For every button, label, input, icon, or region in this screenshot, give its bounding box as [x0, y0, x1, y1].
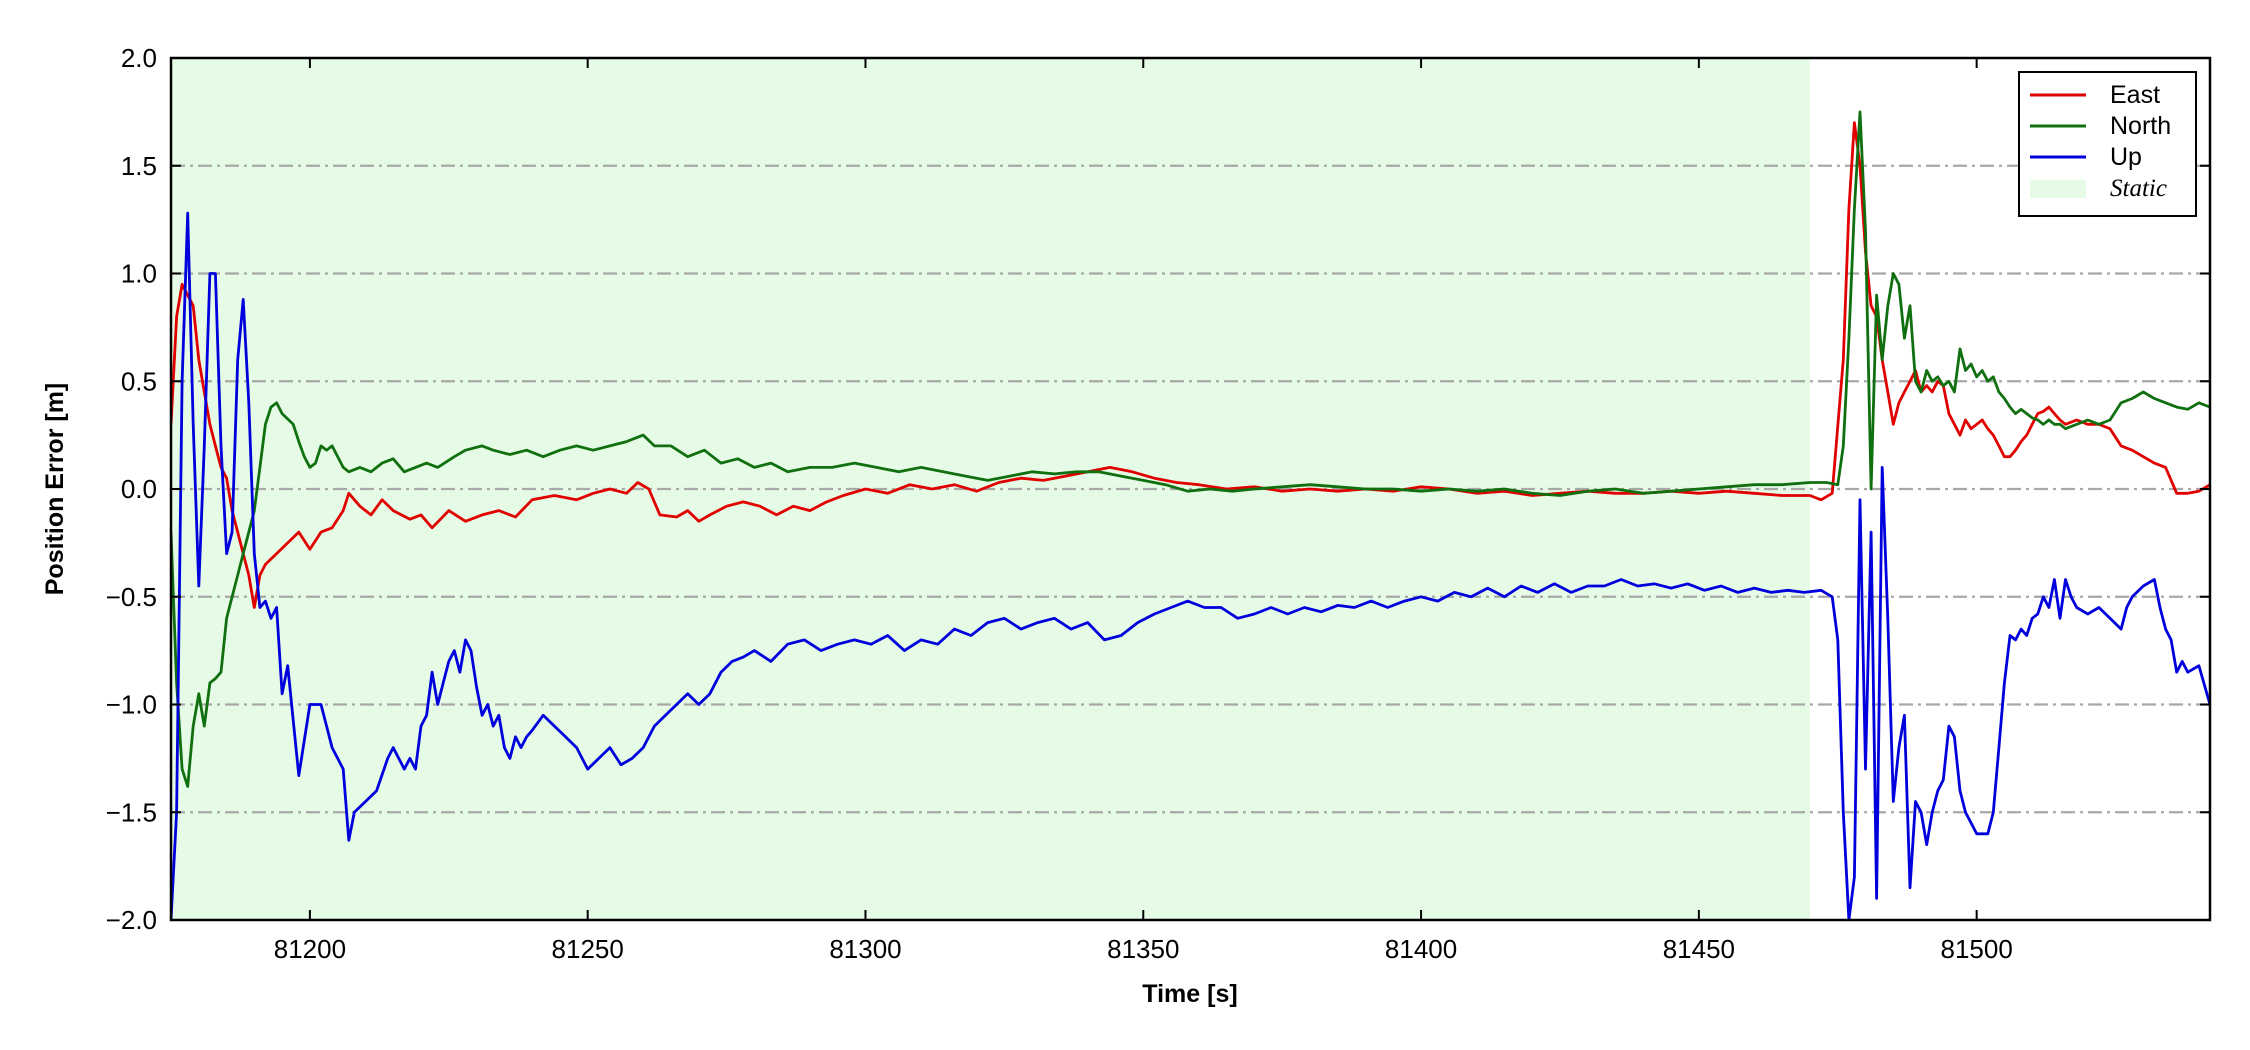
y-tick-label: −2.0 — [106, 905, 157, 935]
y-tick-label: 1.0 — [121, 259, 157, 289]
grid — [171, 164, 2210, 814]
tick-labels: 81200 81250 81300 81350 81400 81450 81500 −2.0 −… — [106, 43, 2013, 964]
series-line-north — [171, 110, 2210, 788]
y-tick-label: 1.5 — [121, 151, 157, 181]
legend: East North Up Static — [2018, 71, 2197, 217]
y-tick-label: 0.5 — [121, 366, 157, 396]
y-axis-label: Position Error [m] — [41, 383, 69, 596]
x-tick-label: 81200 — [274, 934, 346, 964]
legend-label-east: East — [2110, 81, 2160, 109]
legend-swatch-static — [2030, 180, 2086, 198]
x-tick-label: 81300 — [829, 934, 901, 964]
series-line-east — [171, 121, 2210, 609]
y-tick-label: −1.5 — [106, 797, 157, 827]
x-tick-label: 81250 — [552, 934, 624, 964]
y-tick-label: 2.0 — [121, 43, 157, 73]
x-tick-label: 81350 — [1107, 934, 1179, 964]
series-line-up — [171, 211, 2210, 920]
x-axis-label: Time [s] — [1142, 980, 1237, 1008]
legend-label-north: North — [2110, 112, 2171, 140]
series-group — [171, 110, 2210, 920]
legend-label-up: Up — [2110, 143, 2142, 171]
y-tick-label: 0.0 — [121, 474, 157, 504]
y-tick-label: −0.5 — [106, 582, 157, 612]
ticks — [171, 57, 2210, 921]
x-tick-label: 81450 — [1663, 934, 1735, 964]
legend-label-static: Static — [2110, 175, 2167, 202]
x-tick-label: 81400 — [1385, 934, 1457, 964]
x-tick-label: 81500 — [1940, 934, 2012, 964]
y-tick-label: −1.0 — [106, 690, 157, 720]
